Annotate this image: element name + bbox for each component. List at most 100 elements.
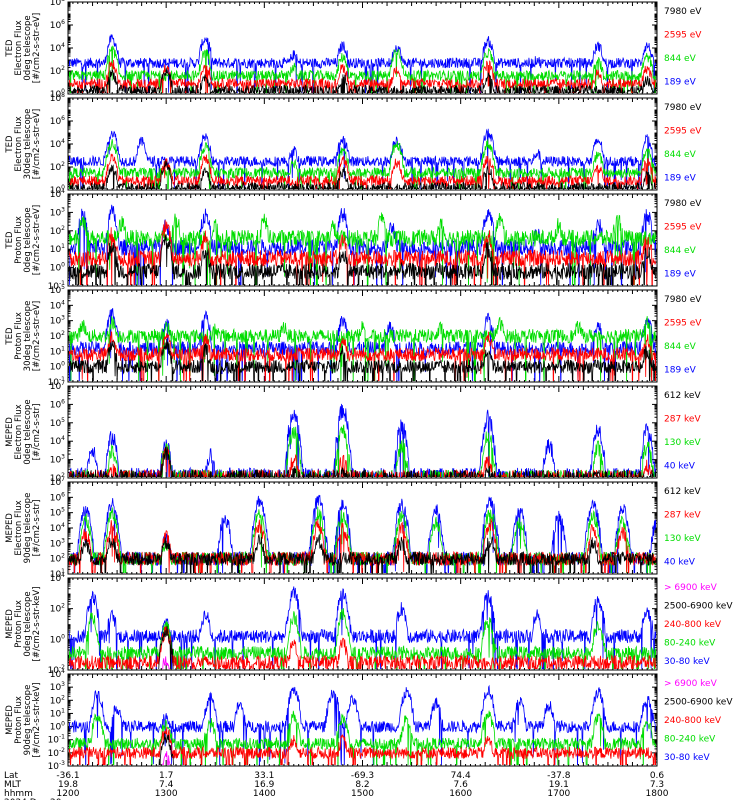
y-tick-exponent: 0 (61, 262, 65, 269)
y-axis-label-line: 0deg telescope (23, 399, 33, 464)
y-tick-exponent: 4 (61, 668, 65, 675)
series-line-2595-ev (69, 153, 656, 189)
legend-entry: 612 keV (664, 391, 701, 401)
footer-value: 1300 (155, 789, 178, 799)
series-line-7980-ev (69, 160, 656, 189)
y-tick-exponent: 2 (61, 225, 65, 232)
legend-entry: 130 keV (664, 534, 701, 544)
footer-value: 16.9 (254, 780, 274, 790)
series-group (69, 684, 656, 765)
series-group (69, 34, 656, 93)
y-axis-label-line: Proton Flux (14, 600, 24, 648)
footer-value: 7.4 (159, 780, 174, 790)
series-group (69, 403, 656, 477)
legend-entry: 7980 eV (664, 295, 702, 305)
y-axis-label-line: [#/cm2-s-str-eV] (32, 109, 42, 179)
footer-value: 19.8 (58, 780, 78, 790)
y-tick-exponent: -2 (59, 747, 65, 754)
series-line-7980-ev (69, 234, 656, 285)
y-axis-label-line: Electron Flux (14, 20, 24, 75)
y-tick-exponent: 2 (61, 694, 65, 701)
y-axis-label-line: MEPED (5, 705, 15, 735)
y-tick-exponent: -1 (59, 734, 65, 741)
footer-value: 1500 (351, 789, 374, 799)
footer-value: -37.8 (547, 771, 571, 781)
y-tick-exponent: 0 (61, 721, 65, 728)
y-axis-label-line: Proton Flux (14, 696, 24, 744)
y-tick-exponent: 2 (61, 553, 65, 560)
footer-row-label: MLT (4, 780, 22, 790)
y-tick-exponent: 8 (61, 92, 65, 99)
y-tick-exponent: 2 (61, 65, 65, 72)
series-group (69, 586, 656, 669)
y-tick-exponent: 0 (61, 88, 65, 95)
legend-entry: 189 eV (664, 174, 697, 184)
y-tick-exponent: 5 (61, 417, 65, 424)
legend-entry: 2500-6900 keV (664, 698, 733, 708)
footer-value: 19.1 (549, 780, 569, 790)
y-axis-label-line: MEPED (5, 513, 15, 543)
y-axis-label-line: [#/cm2-s-str-keV] (32, 587, 42, 662)
footer-value: 7.6 (454, 780, 469, 790)
series-line-612-kev (69, 446, 656, 477)
series-line-7980-ev (69, 338, 656, 381)
y-tick-exponent: 3 (61, 681, 65, 688)
footer-value: 74.4 (451, 771, 471, 781)
y-tick-exponent: 1 (61, 707, 65, 714)
y-tick-exponent: 2 (61, 330, 65, 337)
y-tick-exponent: 2 (61, 161, 65, 168)
series-line-189-ev (69, 34, 656, 93)
y-axis-label-line: TED (5, 39, 15, 58)
series-line-844-ev (69, 316, 656, 381)
y-tick-exponent: 7 (61, 380, 65, 387)
y-axis-label-line: 30deg telescope (23, 109, 33, 180)
legend-entry: > 6900 keV (664, 583, 718, 593)
y-tick-exponent: 6 (61, 115, 65, 122)
legend-entry: 844 eV (664, 342, 697, 352)
y-tick-exponent: 2 (61, 603, 65, 610)
series-line-287-kev (69, 518, 656, 573)
legend-entry: 30-80 keV (664, 753, 710, 763)
y-tick-exponent: 5 (61, 507, 65, 514)
y-axis-label-line: Electron Flux (14, 500, 24, 555)
footer-group: Lat -36.1 1.7 33.1 -69.3 74.4 -37.8 0.6 MLT 19.8 7… (4, 771, 669, 800)
series-line-2595-ev (69, 331, 656, 381)
y-tick-exponent: 3 (61, 206, 65, 213)
y-tick-exponent: 3 (61, 537, 65, 544)
legend-entry: 287 keV (664, 415, 701, 425)
y-tick-exponent: 6 (61, 398, 65, 405)
legend-entry: 189 eV (664, 270, 697, 280)
series-line-80-240-kev (69, 710, 656, 765)
y-tick-exponent: 0 (61, 361, 65, 368)
series-group (69, 494, 656, 573)
y-tick-exponent: 4 (61, 572, 65, 579)
y-axis-label-line: [#/cm2-s-str-eV] (32, 301, 42, 371)
footer-row-label: hhmm (4, 789, 33, 799)
y-tick-exponent: 2 (61, 472, 65, 479)
y-tick-exponent: 1 (61, 568, 65, 575)
y-axis-label-line: TED (5, 327, 15, 346)
footer-value: 1600 (449, 789, 472, 799)
y-tick-exponent: 4 (61, 138, 65, 145)
footer-value: 1.7 (159, 771, 173, 781)
legend-entry: 7980 eV (664, 199, 702, 209)
y-axis-label-line: [#/cm2-s-str-keV] (32, 683, 42, 758)
y-tick-exponent: 4 (61, 522, 65, 529)
y-tick-exponent: 4 (61, 299, 65, 306)
legend-entry: 7980 eV (664, 7, 702, 17)
y-tick-exponent: 8 (61, 0, 65, 3)
legend-entry: 2595 eV (664, 127, 702, 137)
footer-value: 1200 (57, 789, 80, 799)
legend-entry: 189 eV (664, 78, 697, 88)
series-line-30-80-kev (69, 684, 656, 765)
legend-entry: 30-80 keV (664, 657, 710, 667)
footer-value: -36.1 (56, 771, 79, 781)
series-line-130-kev (70, 424, 656, 477)
footer-value: 33.1 (254, 771, 274, 781)
series-line-7980-ev (69, 67, 656, 93)
